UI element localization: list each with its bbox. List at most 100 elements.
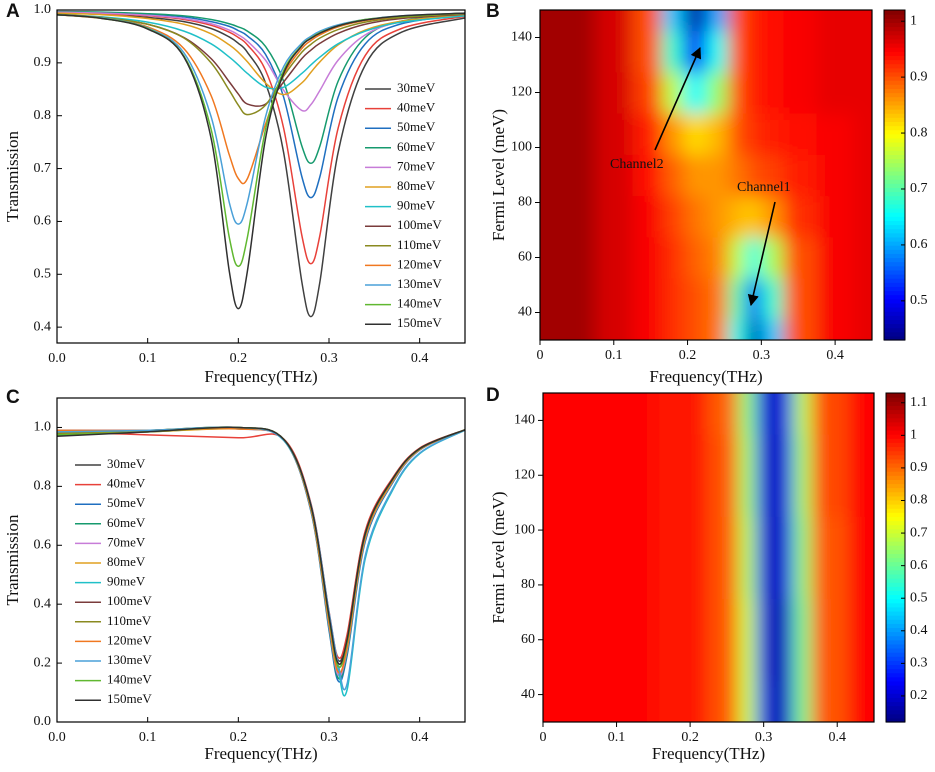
series-line [57,11,465,265]
series-line [57,11,465,199]
y-tick-label: 0.8 [34,108,52,123]
colorbar-segment [884,55,905,61]
heat-cell [761,71,784,114]
colorbar-segment [884,261,905,267]
colorbar-tick-label: 0.5 [910,293,928,308]
heatmap [540,10,872,340]
colorbar-segment [886,401,905,406]
colorbar-segment [886,594,905,600]
x-tick-label: 0.2 [230,730,248,745]
heat-cell [767,393,776,435]
y-axis-label: Transmission [3,130,22,222]
legend-label: 100meV [397,217,442,232]
colorbar-segment [884,121,905,127]
colorbar-segment [886,553,905,559]
colorbar-tick-label: 0.9 [910,460,928,475]
series-line [57,14,465,90]
colorbar-segment [886,689,905,694]
heat-cell [761,319,784,340]
heat-cell [848,434,874,517]
colorbar-segment [884,162,905,168]
heat-cell [782,516,794,600]
heat-cell [746,30,762,73]
heat-cell [793,516,812,600]
heat-cell [632,30,663,73]
heat-cell [756,434,768,517]
series-line [57,12,465,185]
colorbar-segment [886,660,905,666]
heat-cell [540,236,559,279]
colorbar-segment [886,619,905,624]
legend-label: 110meV [107,613,152,628]
x-axis-label: Frequency(THz) [204,744,317,763]
colorbar-segment [886,693,905,698]
heat-cell [653,516,709,600]
colorbar-tick-label: 0.2 [910,688,928,703]
annotation: Channel2 [610,157,664,172]
colorbar-segment [886,668,905,674]
heat-cell [540,319,559,340]
colorbar-segment [886,536,905,542]
y-tick-label: 120 [511,85,532,100]
heat-cell [728,319,748,340]
heat-cell [848,516,874,600]
colorbar-segment [884,26,905,32]
colorbar-segment [884,212,905,217]
heat-cell [746,319,762,340]
colorbar-segment [886,520,905,526]
x-axis-label: Frequency(THz) [649,367,762,386]
heat-cell [793,598,812,682]
colorbar-segment [884,117,905,122]
legend-label: 120meV [107,632,152,647]
panel-letter: C [6,387,20,408]
heatmap [543,393,874,722]
heat-cell [661,278,685,320]
colorbar-segment [886,462,905,468]
heatmap-clip [540,10,872,340]
heat-cell [595,71,633,114]
colorbar-segment [886,467,905,472]
colorbar-segment [886,499,905,505]
colorbar-segment [886,524,905,530]
y-tick-label: 0.4 [34,319,52,334]
colorbar-segment [886,512,905,517]
heat-cell [774,598,783,682]
x-tick-label: 0.1 [605,348,623,363]
colorbar-segment [886,442,905,448]
colorbar-segment [884,179,905,184]
colorbar-segment [886,623,905,629]
colorbar-segment [884,253,905,259]
colorbar-segment [886,664,905,670]
heat-cell [706,236,729,279]
colorbar-segment [884,43,905,48]
heat-cell [632,278,663,320]
heat-cell [853,113,872,155]
colorbar-segment [886,586,905,591]
heat-cell [706,278,729,320]
colorbar-segment [884,208,905,213]
series-line [57,12,465,116]
legend-label: 90meV [397,198,436,213]
colorbar-segment [886,602,905,608]
colorbar-segment [886,573,905,579]
heat-cell [543,680,581,722]
colorbar-segment [884,274,905,279]
colorbar-tick-label: 0.7 [910,525,928,540]
colorbar-segment [884,183,905,188]
colorbar-segment [886,639,905,645]
x-tick-label: 0.1 [608,730,626,745]
colorbar-segment [884,34,905,40]
heat-cell [756,680,768,722]
colorbar-segment [884,307,905,312]
heat-cell [540,278,559,320]
heat-cell [595,195,633,238]
series-line [57,426,465,665]
heat-cell [816,30,855,73]
heat-cell [737,680,757,722]
heat-cell [706,30,729,73]
colorbar-segment [886,454,905,460]
colorbar-segment [886,635,905,641]
colorbar-segment [884,71,905,77]
y-tick-label: 140 [514,413,535,428]
panel-1: 0.5 0.6 0.7 0.8 0.9 1 Channel2 Channel1 0 0.1 0.2 0… [486,1,928,386]
